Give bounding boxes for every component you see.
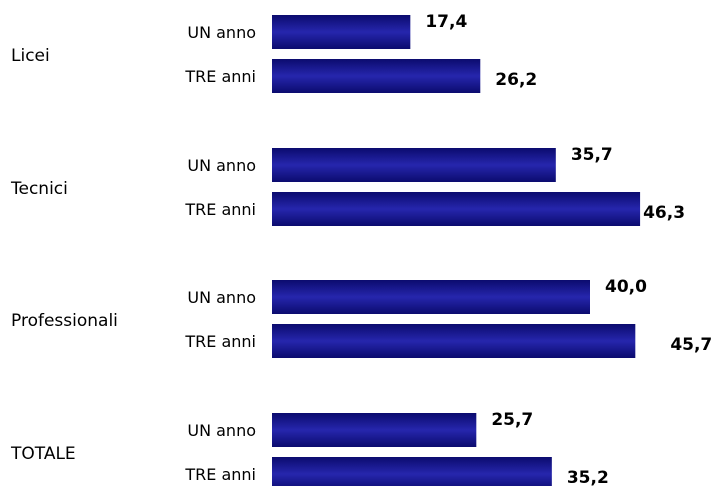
bar-tecnici-un-anno bbox=[272, 148, 556, 182]
bar-label-totale-un-anno: UN anno bbox=[187, 421, 256, 440]
bar-totale-tre-anni bbox=[272, 457, 552, 486]
value-label-totale-un-anno: 25,7 bbox=[491, 410, 533, 430]
bar-label-tecnici-tre-anni: TRE anni bbox=[184, 200, 256, 219]
bar-licei-tre-anni bbox=[272, 59, 481, 93]
bar-label-totale-tre-anni: TRE anni bbox=[184, 465, 256, 484]
chart-body: Licei UN anno 17,4 TRE anni 26,2 Tecnici UN an… bbox=[10, 12, 712, 486]
value-label-licei-tre-anni: 26,2 bbox=[495, 70, 537, 90]
bar-label-professionali-tre-anni: TRE anni bbox=[184, 332, 256, 351]
value-label-tecnici-tre-anni: 46,3 bbox=[643, 203, 685, 223]
bar-licei-un-anno bbox=[272, 15, 411, 49]
value-label-licei-un-anno: 17,4 bbox=[425, 12, 467, 32]
bar-label-tecnici-un-anno: UN anno bbox=[187, 156, 256, 175]
group-label-licei: Licei bbox=[11, 46, 50, 66]
value-label-tecnici-un-anno: 35,7 bbox=[571, 145, 613, 165]
value-label-totale-tre-anni: 35,2 bbox=[567, 468, 609, 486]
bar-professionali-tre-anni bbox=[272, 324, 636, 358]
group-label-tecnici: Tecnici bbox=[10, 179, 68, 199]
bar-label-licei-tre-anni: TRE anni bbox=[184, 67, 256, 86]
bar-tecnici-tre-anni bbox=[272, 192, 641, 226]
bar-label-licei-un-anno: UN anno bbox=[187, 23, 256, 42]
bar-professionali-un-anno bbox=[272, 280, 590, 314]
value-label-professionali-un-anno: 40,0 bbox=[605, 277, 647, 297]
group-label-professionali: Professionali bbox=[11, 311, 118, 331]
value-label-professionali-tre-anni: 45,7 bbox=[670, 335, 712, 355]
bar-totale-un-anno bbox=[272, 413, 477, 447]
bar-label-professionali-un-anno: UN anno bbox=[187, 288, 256, 307]
group-label-totale: TOTALE bbox=[10, 444, 76, 464]
